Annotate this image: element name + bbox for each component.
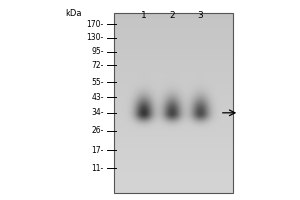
Bar: [114, 13, 233, 193]
Text: 130-: 130-: [87, 33, 104, 42]
Text: 3: 3: [198, 11, 203, 20]
Text: 170-: 170-: [87, 20, 104, 29]
Text: 1: 1: [141, 11, 147, 20]
Text: 55-: 55-: [92, 78, 104, 87]
Text: 34-: 34-: [92, 108, 104, 117]
Text: 17-: 17-: [92, 146, 104, 155]
Text: 11-: 11-: [92, 164, 104, 173]
Text: 72-: 72-: [92, 61, 104, 70]
Text: kDa: kDa: [65, 9, 82, 18]
Text: 26-: 26-: [92, 126, 104, 135]
Text: 95-: 95-: [92, 47, 104, 56]
Text: 43-: 43-: [92, 93, 104, 102]
Text: 2: 2: [169, 11, 175, 20]
